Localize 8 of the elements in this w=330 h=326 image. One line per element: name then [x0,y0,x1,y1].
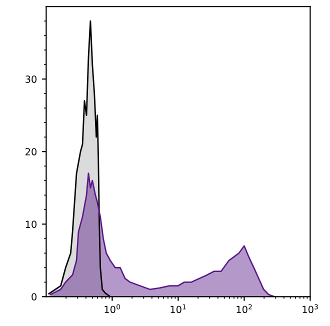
y-tick-label: 20 [26,148,37,156]
x-tick-label: 10$^{3}$ [302,304,318,314]
x-tick-label: 10$^{1}$ [170,304,186,314]
x-tick-label: 10$^{2}$ [236,304,252,314]
x-tick-label: 10$^{0}$ [104,304,120,314]
y-tick-label: 0 [32,293,37,300]
y-tick-label: 10 [26,220,37,228]
y-tick-label: 30 [26,76,37,83]
